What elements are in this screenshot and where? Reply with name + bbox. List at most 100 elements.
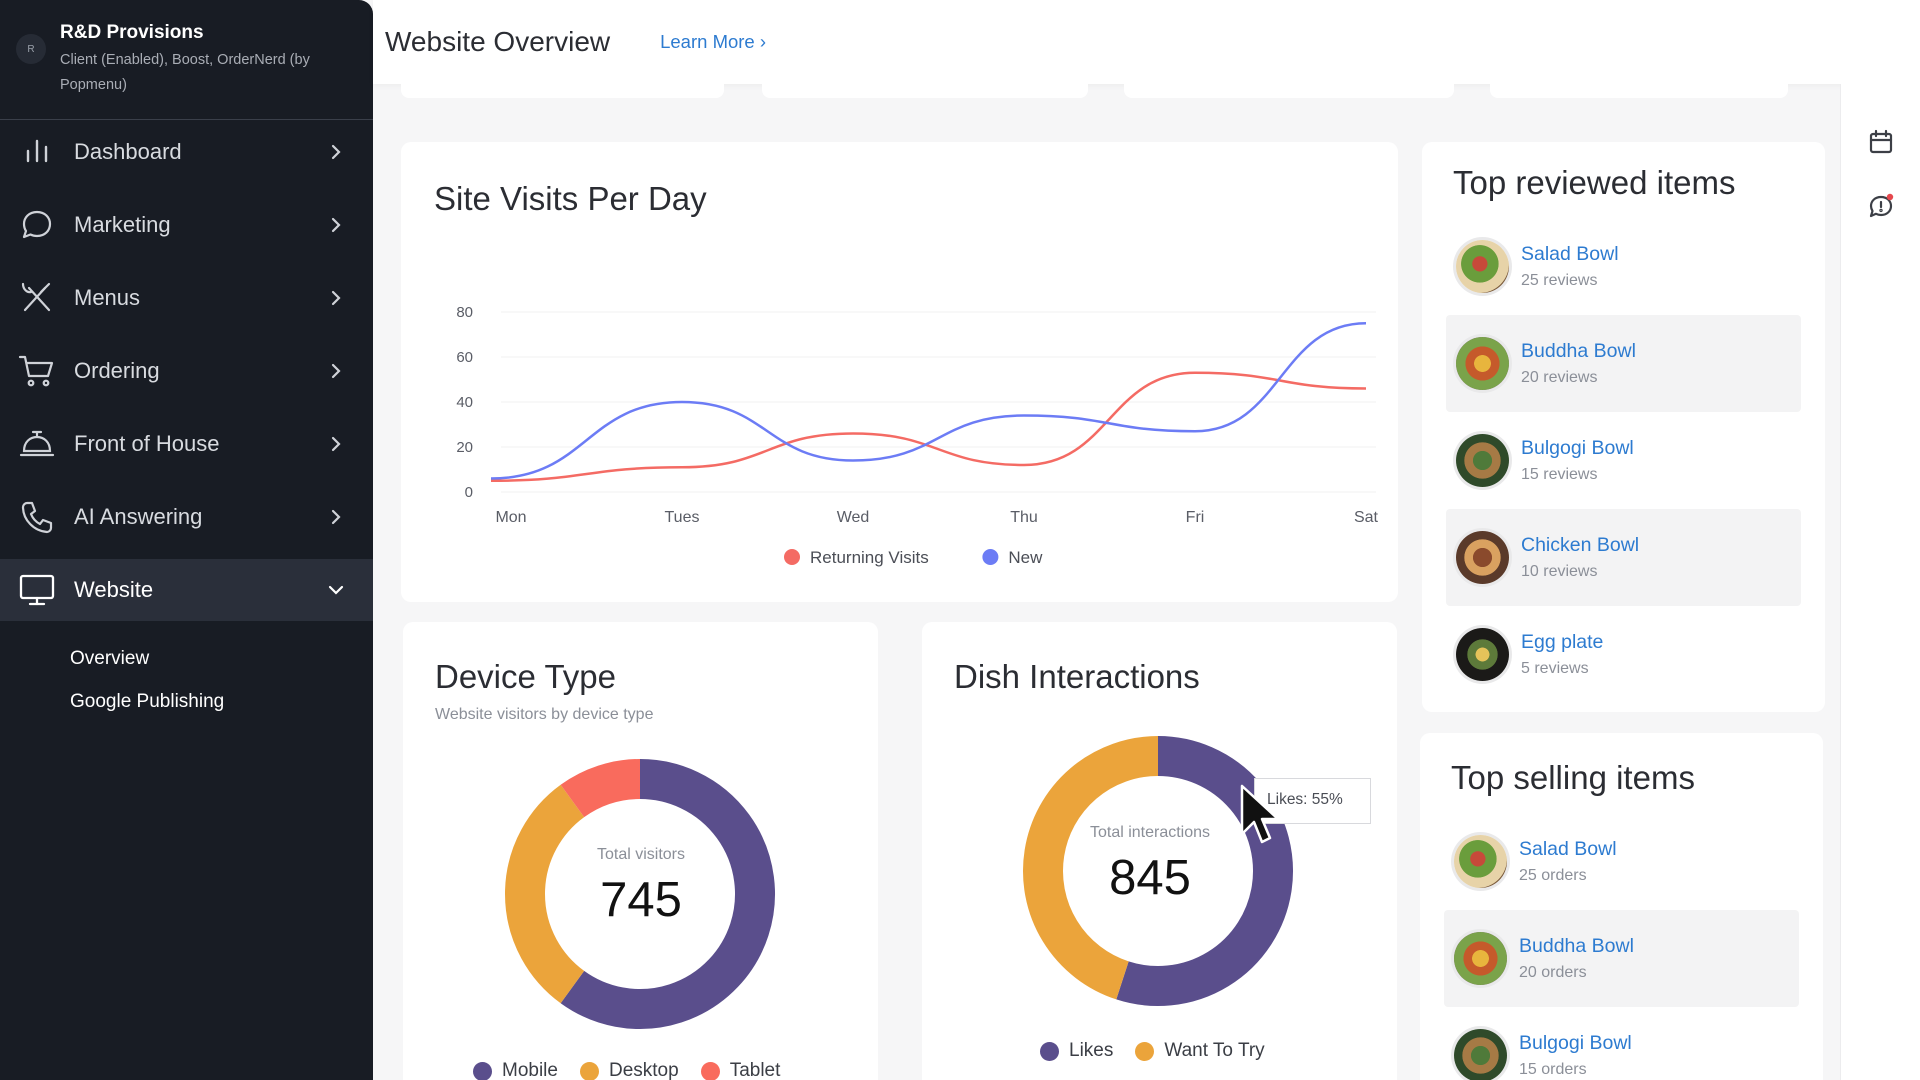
legend-item-likes[interactable]: Likes <box>1040 1040 1113 1062</box>
page-header: Website Overview Learn More › <box>373 0 1920 84</box>
legend-item-desktop[interactable]: Desktop <box>579 1060 679 1080</box>
dish-thumbnail <box>1456 337 1509 390</box>
sidebar-item-marketing[interactable]: Marketing <box>0 194 373 256</box>
dish-total-value: 845 <box>1109 851 1191 905</box>
legend-item-mobile[interactable]: Mobile <box>473 1060 558 1080</box>
x-tick-label: Mon <box>495 509 526 526</box>
list-item[interactable]: Bulgogi Bowl 15 orders <box>1444 1007 1799 1080</box>
site-visits-title: Site Visits Per Day <box>434 180 707 217</box>
page-title: Website Overview <box>385 26 611 57</box>
sidebar-item-menus[interactable]: Menus <box>0 267 373 329</box>
legend-swatch <box>982 549 999 565</box>
legend-label[interactable]: New <box>1008 548 1043 567</box>
slice-tablet[interactable] <box>560 759 641 818</box>
legend-label[interactable]: Returning Visits <box>810 548 929 567</box>
y-tick-label: 0 <box>465 484 473 501</box>
top-reviewed-card: Top reviewed items Salad Bowl 25 reviews … <box>1422 142 1825 712</box>
dish-center: Total interactions 845 <box>1030 824 1270 906</box>
legend-item-tablet[interactable]: Tablet <box>700 1060 781 1080</box>
device-total-caption: Total visitors <box>596 846 686 863</box>
item-name: Salad Bowl <box>1519 838 1617 860</box>
sidebar-item-ordering[interactable]: Ordering <box>0 340 373 402</box>
legend-item-want-to-try[interactable]: Want To Try <box>1135 1040 1265 1062</box>
item-meta: 25 orders <box>1519 867 1587 884</box>
item-meta: 15 orders <box>1519 1061 1587 1078</box>
chevron-right-icon <box>331 436 341 452</box>
list-item[interactable]: Salad Bowl 25 orders <box>1444 813 1799 910</box>
sidebar-item-label: Ordering <box>74 358 160 383</box>
sidebar-item-dashboard[interactable]: Dashboard <box>0 121 373 183</box>
chat-notification-icon[interactable] <box>1867 192 1897 222</box>
item-meta: 20 reviews <box>1521 369 1598 386</box>
monitor-icon <box>18 571 56 609</box>
list-item[interactable]: Buddha Bowl 20 orders <box>1444 910 1799 1007</box>
x-tick-label: Fri <box>1186 509 1205 526</box>
sidebar-item-label: Website <box>74 577 154 602</box>
mouse-cursor-icon <box>1240 784 1280 844</box>
series-line-returning-visits[interactable] <box>490 371 1367 482</box>
org-name: R&D Provisions <box>60 22 204 43</box>
dish-legend: Likes Want To Try <box>1040 1040 1287 1062</box>
item-meta: 5 reviews <box>1521 660 1589 677</box>
legend-swatch <box>784 549 800 565</box>
sidebar-item-label: AI Answering <box>74 504 203 529</box>
phone-icon <box>18 498 56 536</box>
y-tick-label: 60 <box>456 349 473 366</box>
legend-swatch <box>700 1061 720 1080</box>
calendar-icon[interactable] <box>1867 128 1897 158</box>
website-subnav: Overview Google Publishing <box>0 637 373 723</box>
slice-likes[interactable] <box>1116 736 1293 1006</box>
site-visits-card: Site Visits Per Day 0 20 40 60 80 Mon Tues Wed T… <box>401 142 1398 602</box>
top-selling-list: Salad Bowl 25 orders Buddha Bowl 20 orders… <box>1444 813 1799 1080</box>
sidebar-item-website[interactable]: Website <box>0 559 373 621</box>
slice-want-to-try[interactable] <box>1023 736 1159 1000</box>
org-subscription: Client (Enabled), Boost, OrderNerd (by P… <box>60 52 310 93</box>
dish-thumbnail <box>1456 531 1509 584</box>
main-nav: Dashboard Marketing Menus Ordering <box>0 121 373 621</box>
list-item[interactable]: Bulgogi Bowl 15 reviews <box>1446 412 1801 509</box>
stat-card <box>1124 84 1454 98</box>
list-item[interactable]: Buddha Bowl 20 reviews <box>1446 315 1801 412</box>
list-item[interactable]: Chicken Bowl 10 reviews <box>1446 509 1801 606</box>
sidebar-item-front-of-house[interactable]: Front of House <box>0 413 373 475</box>
top-selling-card: Top selling items Salad Bowl 25 orders Bu… <box>1420 733 1823 1080</box>
legend-label: Desktop <box>608 1060 679 1080</box>
device-center: Total visitors 745 <box>521 846 761 928</box>
dish-thumbnail <box>1456 628 1509 681</box>
device-type-card: Device Type Website visitors by device t… <box>403 622 878 1080</box>
dish-thumbnail <box>1454 835 1507 888</box>
item-name: Buddha Bowl <box>1519 935 1634 957</box>
item-name: Buddha Bowl <box>1521 340 1636 362</box>
dish-interactions-title: Dish Interactions <box>954 658 1200 695</box>
dish-total-caption: Total interactions <box>1089 824 1211 841</box>
slice-mobile[interactable] <box>560 759 775 1029</box>
list-item[interactable]: Salad Bowl 25 reviews <box>1446 218 1801 315</box>
learn-more-link[interactable]: Learn More › <box>660 31 767 52</box>
list-item[interactable]: Egg plate 5 reviews <box>1446 606 1801 703</box>
legend-label: Mobile <box>502 1060 558 1080</box>
item-meta: 20 orders <box>1519 964 1587 981</box>
legend-label: Tablet <box>729 1060 781 1080</box>
device-legend: Mobile Desktop Tablet <box>473 1060 802 1080</box>
y-tick-label: 40 <box>456 394 473 411</box>
slice-desktop[interactable] <box>505 784 585 1004</box>
series-line-new[interactable] <box>490 322 1367 480</box>
stat-card <box>1490 84 1788 98</box>
cart-icon <box>18 352 56 390</box>
org-logo: R <box>16 34 46 64</box>
item-meta: 15 reviews <box>1521 466 1598 483</box>
dish-interactions-card: Dish Interactions Total interactions 845… <box>922 622 1397 1080</box>
legend-label: Want To Try <box>1164 1040 1265 1061</box>
sidebar-item-ai-answering[interactable]: AI Answering <box>0 486 373 548</box>
chevron-right-icon <box>331 363 341 379</box>
y-tick-label: 20 <box>456 439 473 456</box>
chevron-down-icon <box>328 585 344 595</box>
subnav-item-google-publishing[interactable]: Google Publishing <box>70 691 225 712</box>
top-selling-title: Top selling items <box>1451 759 1695 796</box>
subnav-item-overview[interactable]: Overview <box>70 648 150 669</box>
sidebar-item-label: Marketing <box>74 212 171 237</box>
legend-swatch <box>579 1061 599 1080</box>
device-total-value: 745 <box>600 873 682 927</box>
org-switcher[interactable]: R R&D Provisions Client (Enabled), Boost… <box>0 0 373 120</box>
dish-interactions-donut <box>1023 736 1293 1006</box>
